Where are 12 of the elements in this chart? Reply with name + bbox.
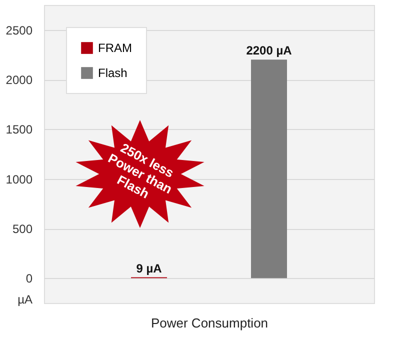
- y-tick-label: 1500: [6, 122, 33, 137]
- x-axis-title: Power Consumption: [150, 316, 268, 330]
- y-tick-label: 0: [26, 272, 33, 286]
- y-tick-label: 2000: [6, 73, 33, 87]
- data-label: 9 µA: [136, 261, 162, 276]
- data-label: 2200 µA: [246, 44, 292, 58]
- y-tick-label: 2500: [6, 23, 33, 38]
- y-tick-label: 500: [12, 222, 33, 236]
- y-tick-label: 1000: [6, 172, 33, 186]
- y-axis-title: µA: [18, 292, 32, 306]
- legend-label: Flash: [98, 66, 128, 80]
- legend-label: FRAM: [98, 41, 132, 55]
